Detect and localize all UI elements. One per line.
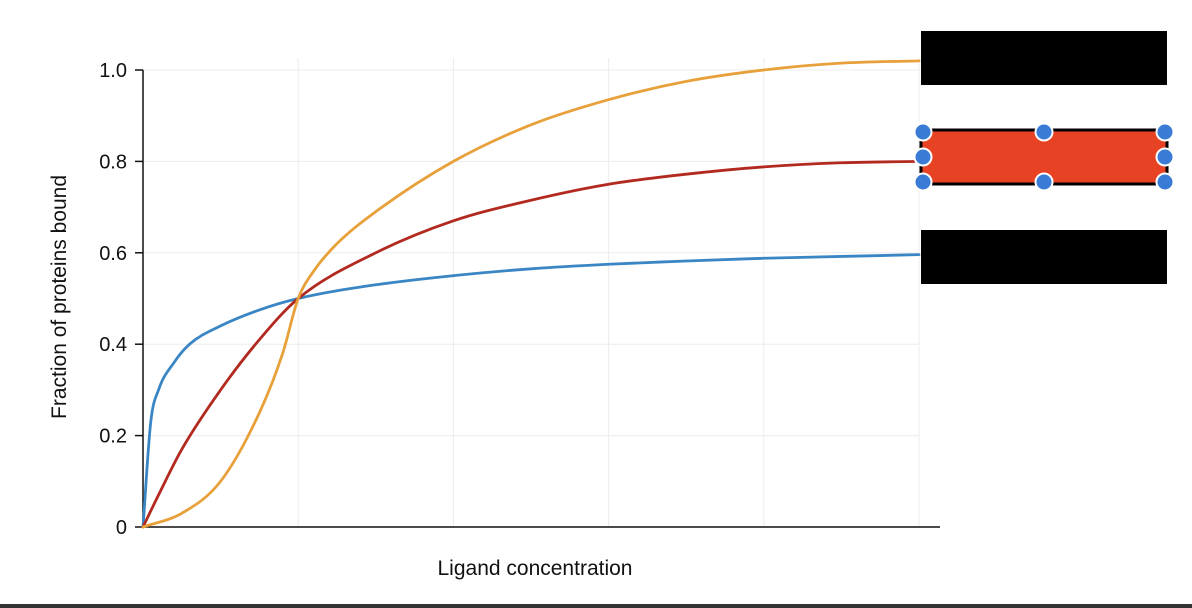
resize-handle-2-0[interactable] bbox=[913, 172, 933, 192]
series-layer bbox=[141, 59, 921, 529]
resize-handle-1-0[interactable] bbox=[913, 147, 933, 167]
series-line-1 bbox=[141, 160, 921, 529]
resize-handle-2-1[interactable] bbox=[1034, 172, 1054, 192]
resize-handle-0-0[interactable] bbox=[913, 122, 933, 142]
y-tick-label-3: 0.6 bbox=[99, 243, 127, 265]
x-axis-title: Ligand concentration bbox=[438, 557, 633, 580]
resize-handle-1-2[interactable] bbox=[1155, 147, 1175, 167]
series-line-2 bbox=[141, 59, 921, 529]
legend-layer bbox=[913, 31, 1175, 284]
legend-box-0[interactable] bbox=[921, 31, 1167, 85]
bottom-divider bbox=[0, 604, 1192, 608]
y-tick-label-1: 0.2 bbox=[99, 426, 127, 448]
resize-handle-0-2[interactable] bbox=[1155, 122, 1175, 142]
legend-box-2[interactable] bbox=[921, 230, 1167, 284]
y-tick-label-2: 0.4 bbox=[99, 334, 127, 356]
y-tick-label-5: 1.0 bbox=[99, 60, 127, 82]
y-tick-label-4: 0.8 bbox=[99, 151, 127, 173]
axes-layer bbox=[142, 70, 940, 528]
grid-layer bbox=[143, 58, 920, 527]
y-tick-layer: 0 0.2 0.4 0.6 0.8 1.0 bbox=[99, 60, 143, 539]
y-tick-label-0: 0 bbox=[116, 517, 127, 539]
series-line-0 bbox=[141, 253, 921, 529]
y-axis-title: Fraction of proteins bound bbox=[48, 175, 71, 419]
resize-handle-0-1[interactable] bbox=[1034, 122, 1054, 142]
resize-handle-2-2[interactable] bbox=[1155, 172, 1175, 192]
